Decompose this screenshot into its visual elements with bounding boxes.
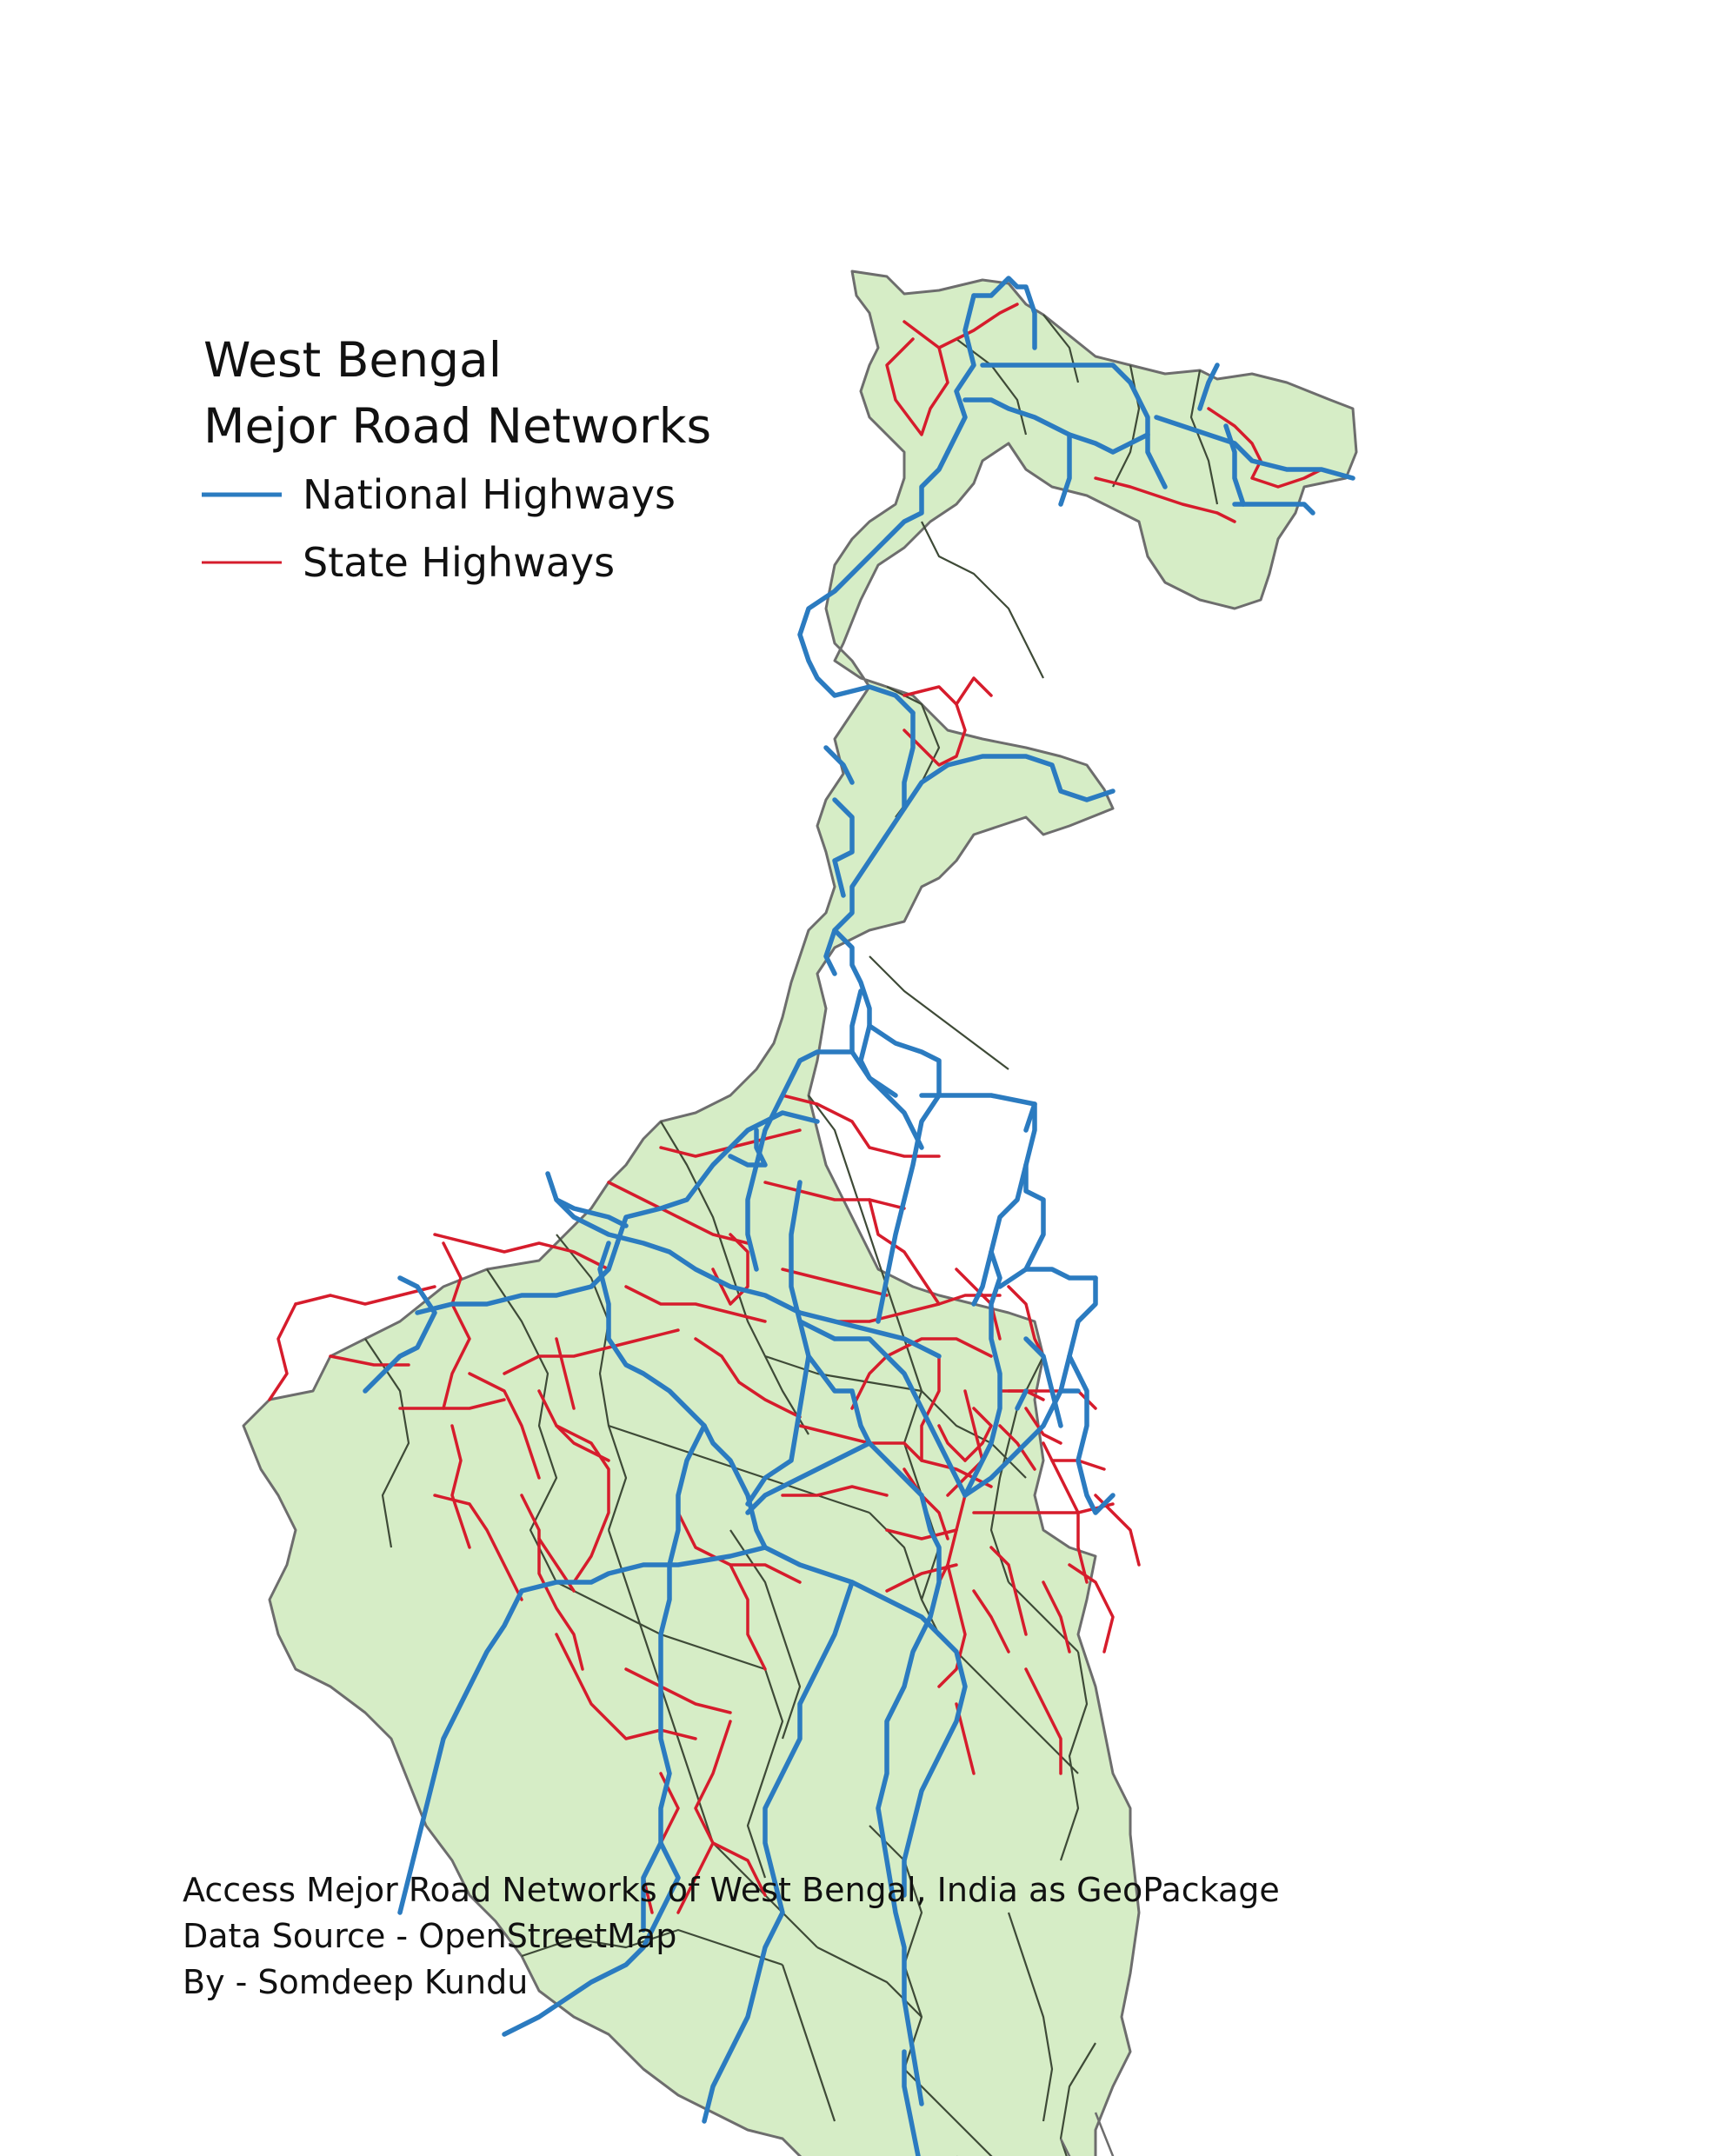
- credits-line-source: Data Source - OpenStreetMap: [183, 1917, 677, 1955]
- national-highway-swatch-icon: [202, 492, 282, 497]
- national-highways: [363, 276, 1355, 2156]
- map-legend: National Highways State Highways: [202, 461, 676, 596]
- map-title-line1: West Bengal: [203, 332, 503, 388]
- legend-label-national-highways: National Highways: [303, 471, 676, 518]
- credits-line-access: Access Mejor Road Networks of West Benga…: [183, 1871, 1280, 1909]
- legend-item-national-highways: National Highways: [202, 461, 676, 529]
- state-highway-swatch-icon: [202, 561, 282, 564]
- map-title: West Bengal Mejor Road Networks: [203, 327, 711, 459]
- credits-line-author: By - Somdeep Kundu: [183, 1963, 529, 2001]
- map-title-line2: Mejor Road Networks: [203, 398, 712, 454]
- map-credits: Access Mejor Road Networks of West Benga…: [183, 1867, 1280, 2006]
- legend-item-state-highways: State Highways: [202, 529, 676, 596]
- delta-islands: [956, 2112, 1115, 2156]
- legend-label-state-highways: State Highways: [303, 539, 616, 586]
